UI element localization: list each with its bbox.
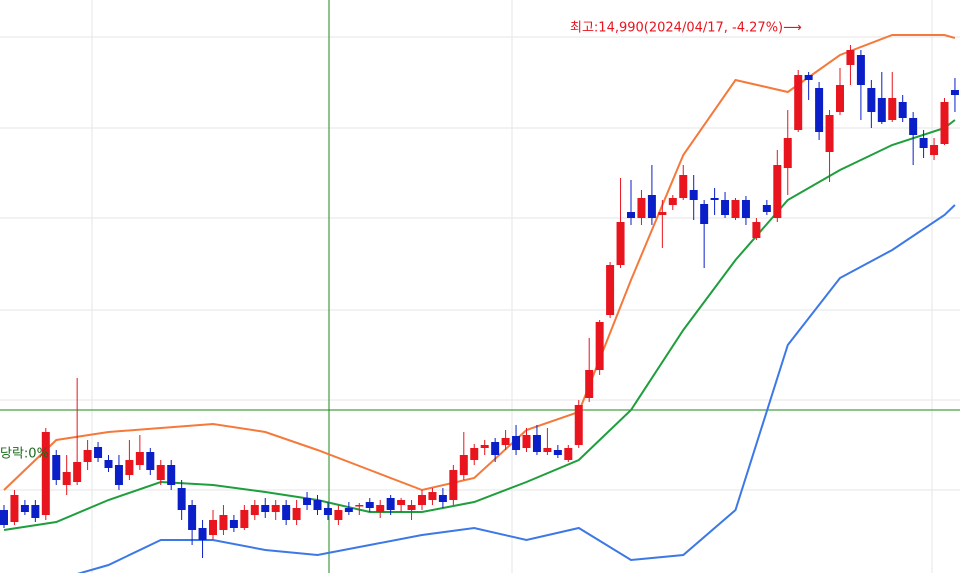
candle-body	[156, 465, 165, 480]
candle-body	[856, 55, 865, 85]
candle-body	[867, 88, 876, 112]
candle-body	[177, 488, 186, 510]
candle-body	[146, 452, 155, 470]
candle-body	[313, 500, 322, 510]
candle-body	[323, 508, 332, 515]
candle-body	[10, 495, 19, 522]
candle-body	[292, 508, 301, 520]
candle-body	[637, 198, 646, 218]
candle-body	[700, 204, 709, 224]
candle-body	[240, 510, 249, 528]
candle-body	[0, 510, 8, 525]
candle-body	[198, 528, 207, 540]
candle-body	[250, 505, 259, 515]
candle-body	[501, 438, 510, 445]
candle-body	[83, 450, 92, 462]
candle-body	[950, 90, 959, 95]
candle-body	[428, 492, 437, 500]
candle-body	[209, 520, 217, 535]
candle-body	[344, 508, 353, 512]
candle-body	[919, 138, 928, 148]
candle-body	[386, 498, 395, 510]
candle-body	[219, 515, 228, 530]
max-annotation: 최고:14,990(2024/04/17, -4.27%)⟶	[570, 21, 802, 36]
candle-body	[721, 200, 730, 215]
candle-body	[668, 198, 677, 205]
plot	[0, 34, 959, 573]
candle-body	[125, 460, 134, 475]
candle-body	[271, 505, 280, 512]
candle-body	[658, 212, 667, 215]
candle-body	[898, 102, 907, 118]
candle-body	[564, 448, 573, 460]
candle-body	[825, 115, 834, 152]
candle-body	[376, 505, 385, 512]
candle-body	[762, 205, 771, 212]
candle-body	[689, 190, 698, 200]
candle-body	[355, 505, 364, 507]
candle-body	[553, 450, 562, 455]
candle-body	[334, 510, 343, 520]
candle-body	[94, 447, 103, 458]
candle-body	[31, 505, 40, 518]
candle-body	[470, 448, 479, 460]
candle-body	[449, 470, 458, 500]
candle-body	[543, 448, 552, 452]
candle-body	[710, 198, 719, 200]
candle-body	[418, 495, 426, 505]
candle-body	[135, 452, 144, 465]
candle-body	[783, 138, 792, 168]
change-annotation: 당락:0%	[0, 447, 49, 462]
candle-body	[282, 505, 291, 520]
candle-body	[836, 85, 844, 112]
candle-body	[815, 88, 824, 132]
candle-body	[480, 445, 489, 448]
candle-body	[752, 222, 761, 238]
candle-body	[522, 435, 531, 448]
candle-body	[114, 465, 123, 485]
candle-body	[731, 200, 740, 218]
candle-body	[303, 498, 312, 505]
candle-body	[62, 472, 71, 485]
candle-body	[877, 98, 886, 122]
candle-body	[846, 50, 855, 65]
candle-body	[52, 455, 61, 480]
candle-body	[459, 455, 468, 475]
candle-body	[647, 195, 656, 218]
candle-body	[20, 505, 29, 512]
candle-body	[940, 102, 949, 144]
candle-body	[407, 505, 416, 510]
candle-body	[491, 442, 500, 455]
candle-body	[397, 500, 406, 505]
candle-body	[104, 460, 113, 468]
band-line	[3, 34, 956, 492]
candle-body	[574, 405, 583, 445]
candle-body	[888, 98, 897, 120]
candle-body	[773, 165, 782, 218]
candle-body	[909, 118, 918, 135]
candle-body	[930, 145, 939, 155]
candle-body	[261, 505, 270, 512]
candle-body	[595, 322, 604, 370]
candle-body	[627, 212, 635, 218]
candle-body	[532, 435, 541, 452]
candle-body	[794, 75, 803, 130]
candle-body	[365, 502, 374, 508]
candle-body	[73, 462, 82, 482]
candle-body	[616, 222, 625, 265]
candle-body	[606, 265, 615, 315]
candle-body	[512, 436, 521, 450]
candle-body	[41, 432, 50, 515]
candle-body	[167, 465, 176, 485]
candle-body	[804, 75, 813, 80]
candle-body	[438, 495, 447, 502]
candle-body	[741, 200, 750, 218]
candle-body	[188, 505, 197, 530]
candle-body	[585, 370, 594, 398]
candle-body	[679, 175, 688, 198]
candle-body	[229, 520, 238, 528]
